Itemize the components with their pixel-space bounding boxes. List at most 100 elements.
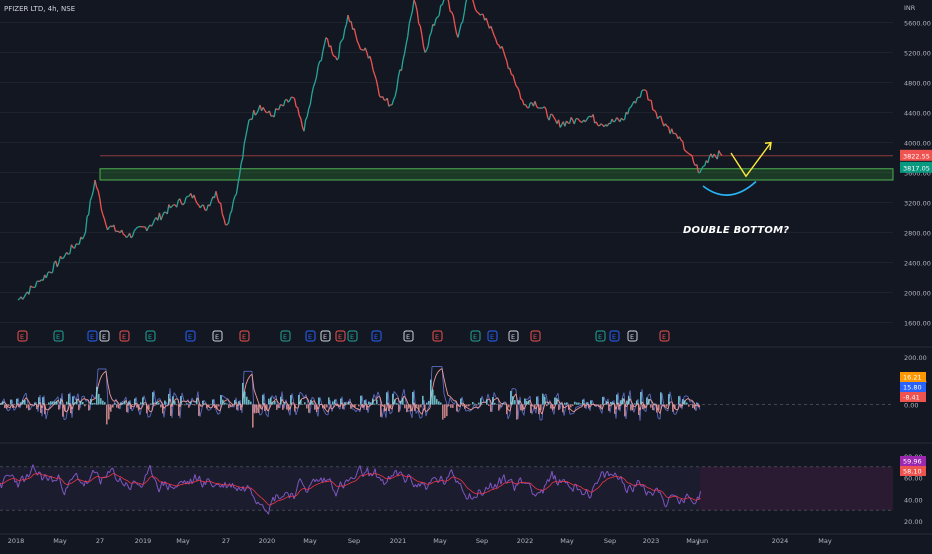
indicator1-histogram-bar xyxy=(512,396,514,404)
price-segment xyxy=(222,214,224,219)
indicator1-line xyxy=(354,409,356,412)
indicator1-histogram-bar xyxy=(548,403,550,404)
indicator1-histogram-bar xyxy=(236,404,238,409)
indicator1-line xyxy=(508,414,510,419)
indicator1-signal xyxy=(256,395,258,401)
time-tick-label: Sep xyxy=(476,537,488,545)
indicator1-line xyxy=(670,392,672,402)
indicator1-histogram-bar xyxy=(202,401,204,405)
indicator1-signal xyxy=(174,399,176,401)
indicator1-histogram-bar xyxy=(696,403,698,405)
indicator1-histogram-bar xyxy=(564,403,566,405)
indicator1-histogram-bar xyxy=(660,392,662,404)
price-segment xyxy=(587,117,589,120)
indicator1-histogram-bar xyxy=(344,402,346,404)
indicator1-histogram-bar xyxy=(136,404,138,407)
price-tick-label: 2800.00 xyxy=(904,230,931,238)
indicator1-histogram-bar xyxy=(566,402,568,404)
price-segment xyxy=(455,25,457,33)
indicator1-histogram-bar xyxy=(540,404,542,410)
indicator2-ma xyxy=(281,500,283,501)
price-segment xyxy=(507,61,509,69)
price-segment xyxy=(365,48,367,53)
indicator1-histogram-bar xyxy=(156,402,158,405)
indicator1-histogram-bar xyxy=(658,404,660,410)
price-segment xyxy=(92,190,94,196)
indicator1-histogram-bar xyxy=(430,380,432,405)
price-segment xyxy=(625,112,627,119)
indicator1-histogram-bar xyxy=(462,404,464,406)
indicator1-signal xyxy=(224,400,226,401)
indicator2-ma xyxy=(162,482,164,483)
indicator1-histogram-bar xyxy=(532,404,534,405)
indicator2-ma xyxy=(354,481,356,482)
price-segment xyxy=(379,96,381,98)
support-zone xyxy=(100,169,893,180)
indicator1-signal xyxy=(8,407,10,408)
indicator1-signal xyxy=(572,411,574,412)
indicator1-signal xyxy=(476,407,478,408)
indicator2-ma xyxy=(180,484,182,485)
indicator1-signal xyxy=(438,370,440,372)
indicator1-histogram-bar xyxy=(250,402,252,405)
indicator1-histogram-bar xyxy=(34,403,36,405)
price-segment xyxy=(431,24,433,32)
indicator1-histogram-bar xyxy=(474,404,476,405)
indicator1-histogram-bar xyxy=(450,404,452,407)
price-segment xyxy=(691,155,693,156)
indicator1-line xyxy=(684,396,686,397)
indicator1-signal xyxy=(500,402,502,404)
indicator2-ma xyxy=(381,476,383,477)
price-segment xyxy=(535,101,537,106)
indicator1-histogram-bar xyxy=(216,404,218,409)
indicator1-histogram-bar xyxy=(476,404,478,405)
indicator1-histogram-bar xyxy=(328,397,330,404)
price-segment xyxy=(412,0,414,11)
indicator1-histogram-bar xyxy=(498,404,500,410)
earnings-marker-label: E xyxy=(323,333,327,341)
price-segment xyxy=(254,110,256,115)
indicator1-histogram-bar xyxy=(8,404,10,405)
indicator1-line xyxy=(292,393,294,403)
indicator2-ma xyxy=(447,480,449,481)
indicator1-histogram-bar xyxy=(562,404,564,412)
indicator2-ma xyxy=(344,486,346,487)
price-segment xyxy=(672,129,674,134)
indicator1-histogram-bar xyxy=(6,404,8,408)
indicator1-histogram-bar xyxy=(452,404,454,407)
price-segment xyxy=(414,0,416,4)
indicator1-histogram-bar xyxy=(62,404,64,416)
indicator1-histogram-bar xyxy=(168,394,170,405)
price-segment xyxy=(103,215,105,219)
indicator1-histogram-bar xyxy=(406,404,408,412)
indicator2-ma xyxy=(71,483,73,484)
earnings-marker-label: E xyxy=(215,333,219,341)
indicator1-signal xyxy=(474,407,476,408)
indicator1-histogram-bar xyxy=(10,400,12,405)
price-label-red: 3822.55 xyxy=(903,152,930,160)
indicator1-histogram-bar xyxy=(444,404,446,417)
price-segment xyxy=(477,12,479,13)
indicator1-line xyxy=(570,414,572,415)
indicator1-line xyxy=(504,402,506,403)
indicator1-histogram-bar xyxy=(508,404,510,407)
price-segment xyxy=(403,53,405,60)
price-segment xyxy=(483,14,485,20)
indicator2-ma xyxy=(443,480,445,481)
price-segment xyxy=(519,92,521,99)
indicator1-histogram-bar xyxy=(64,404,66,411)
indicator2-ma xyxy=(80,480,82,481)
indicator1-histogram-bar xyxy=(514,400,516,404)
indicator1-signal xyxy=(374,400,376,401)
price-segment xyxy=(62,258,64,259)
indicator1-histogram-bar xyxy=(580,403,582,404)
indicator1-line xyxy=(92,394,94,397)
indicator1-histogram-bar xyxy=(16,399,18,405)
time-tick-label: 27 xyxy=(96,537,104,545)
indicator2-line xyxy=(8,475,10,476)
time-tick-label: Sep xyxy=(604,537,616,545)
indicator1-histogram-bar xyxy=(656,404,658,412)
indicator1-histogram-bar xyxy=(4,404,6,408)
